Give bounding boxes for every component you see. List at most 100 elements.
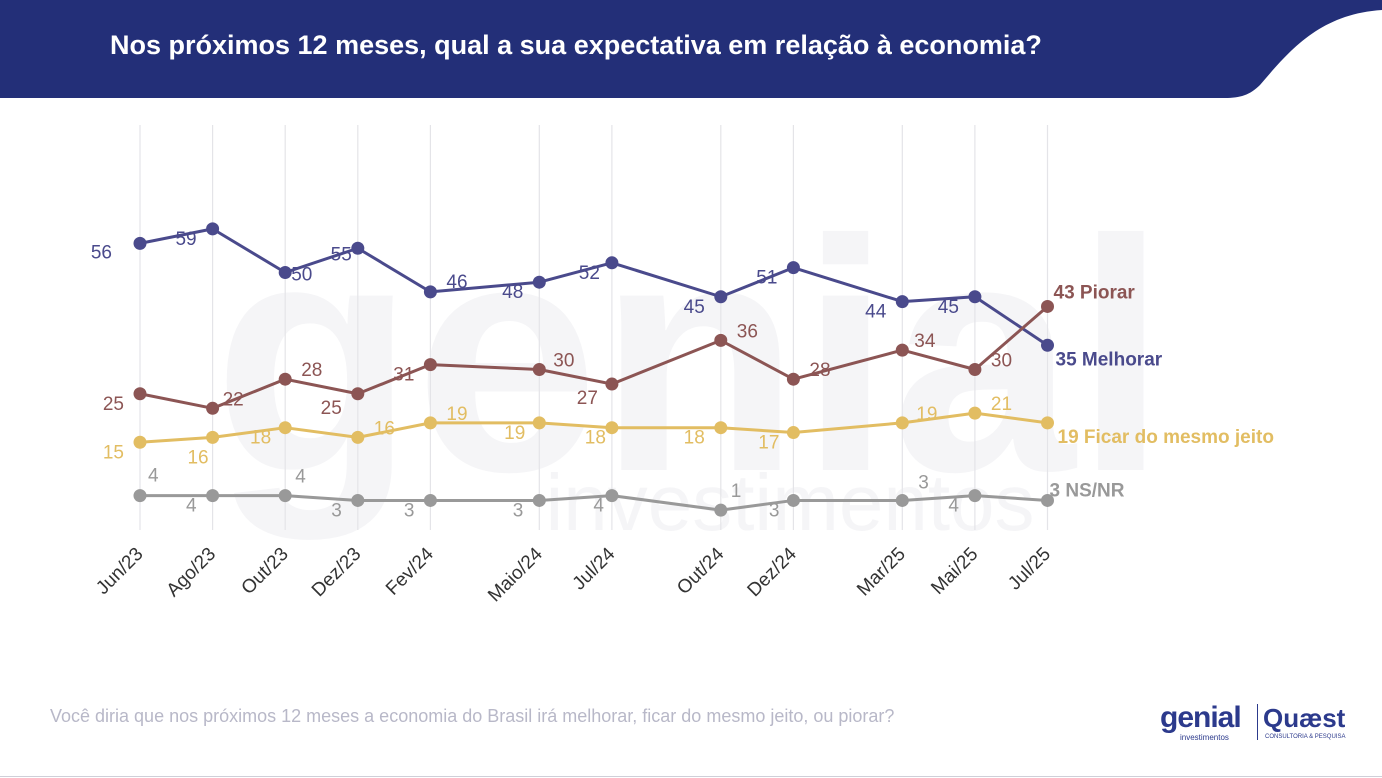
- data-point-melhorar: [714, 290, 728, 304]
- page-title: Nos próximos 12 meses, qual a sua expect…: [110, 30, 1042, 60]
- data-label-melhorar: 56: [91, 242, 112, 263]
- data-label-melhorar: 51: [756, 268, 777, 289]
- data-point-mesmo-jeito: [532, 416, 546, 430]
- data-label-piorar: 36: [737, 321, 758, 342]
- data-label-nsnr: 3: [918, 472, 929, 493]
- data-point-melhorar: [423, 285, 437, 299]
- quaest-logo-sub: CONSULTORIA & PESQUISA: [1265, 734, 1346, 740]
- data-label-melhorar: 48: [502, 282, 523, 303]
- data-point-piorar: [895, 343, 909, 357]
- data-label-nsnr: 4: [186, 496, 197, 517]
- data-point-nsnr: [605, 489, 619, 503]
- data-label-piorar: 30: [991, 351, 1012, 372]
- x-tick-label: Dez/24: [744, 543, 802, 601]
- data-label-piorar: 30: [553, 351, 574, 372]
- data-point-mesmo-jeito: [278, 421, 292, 435]
- data-point-nsnr: [278, 489, 292, 503]
- data-point-mesmo-jeito: [968, 406, 982, 420]
- data-label-nsnr: 4: [148, 466, 159, 487]
- x-tick-label: Ago/23: [163, 544, 220, 601]
- x-tick-label: Mar/25: [853, 544, 910, 601]
- data-point-piorar: [786, 372, 800, 386]
- data-label-mesmo-jeito: 19: [446, 404, 467, 425]
- data-label-mesmo-jeito: 21: [991, 394, 1012, 415]
- data-point-mesmo-jeito: [605, 421, 619, 435]
- data-point-mesmo-jeito: [1041, 416, 1054, 430]
- data-point-mesmo-jeito: [206, 430, 220, 444]
- series-line-mesmo-jeito: [139, 411, 1048, 444]
- data-point-nsnr: [206, 489, 220, 503]
- data-label-melhorar: 50: [291, 265, 312, 286]
- x-tick-label: Maio/24: [484, 543, 547, 606]
- data-point-nsnr: [351, 493, 365, 507]
- data-point-piorar: [133, 387, 147, 401]
- header-background: [0, 0, 1382, 98]
- line-chart: genial investimentos 56 59 50 55 46 48 52 45 51 4…: [91, 125, 1274, 606]
- x-tick-label: Out/24: [673, 543, 728, 598]
- data-label-melhorar: 45: [938, 297, 959, 318]
- data-point-melhorar: [786, 261, 800, 275]
- data-label-melhorar: 59: [175, 229, 196, 250]
- data-label-nsnr: 4: [295, 467, 306, 488]
- genial-logo-sub: investimentos: [1180, 733, 1229, 742]
- data-label-nsnr: 3: [404, 500, 415, 521]
- data-point-piorar: [605, 377, 619, 391]
- genial-logo-word: genial: [1160, 701, 1242, 734]
- data-label-nsnr: 3: [769, 500, 780, 521]
- data-point-melhorar: [605, 256, 619, 270]
- data-label-melhorar: 46: [446, 272, 467, 293]
- data-label-melhorar: 44: [865, 302, 887, 323]
- data-point-piorar: [278, 372, 292, 386]
- data-point-piorar: [351, 387, 365, 401]
- watermark-main: genial: [213, 171, 1167, 542]
- data-label-mesmo-jeito: 16: [187, 447, 208, 468]
- x-tick-label: Mai/25: [927, 544, 982, 599]
- data-point-melhorar: [532, 275, 546, 289]
- data-label-nsnr: 3: [513, 500, 524, 521]
- data-point-nsnr: [786, 493, 800, 507]
- data-label-mesmo-jeito: 19: [504, 423, 525, 444]
- x-tick-label: Dez/23: [308, 544, 365, 601]
- data-label-piorar: 25: [103, 394, 124, 415]
- header-banner: Nos próximos 12 meses, qual a sua expect…: [0, 0, 1382, 100]
- data-point-nsnr: [895, 493, 909, 507]
- data-label-piorar: 31: [393, 365, 414, 386]
- data-point-mesmo-jeito: [133, 435, 147, 449]
- x-axis-ticks: Jun/23 Ago/23 Out/23 Dez/23 Fev/24 Maio/24 Jul…: [92, 543, 1055, 606]
- data-label-piorar: 22: [223, 389, 244, 410]
- data-label-nsnr: 1: [731, 481, 742, 502]
- data-label-mesmo-jeito: 17: [758, 433, 779, 454]
- data-point-mesmo-jeito: [786, 426, 800, 440]
- data-point-nsnr: [133, 489, 147, 503]
- data-point-melhorar: [278, 266, 292, 279]
- data-label-mesmo-jeito: 15: [103, 442, 124, 463]
- quaest-logo-word: Quæst: [1263, 703, 1346, 733]
- data-label-mesmo-jeito: 19: [916, 404, 937, 425]
- data-label-mesmo-jeito: 18: [250, 428, 271, 449]
- genial-logo-icon: genial investimentos: [1160, 703, 1252, 743]
- data-label-piorar: 28: [301, 360, 322, 381]
- data-label-melhorar: 55: [331, 244, 352, 265]
- bottom-divider: [0, 776, 1382, 777]
- data-label-piorar: 28: [809, 360, 830, 381]
- data-point-mesmo-jeito: [351, 430, 365, 444]
- data-label-mesmo-jeito: 16: [374, 418, 395, 439]
- data-point-piorar: [1041, 299, 1054, 313]
- data-point-piorar: [423, 358, 437, 372]
- gridlines: [139, 125, 1049, 530]
- data-point-melhorar: [895, 295, 909, 309]
- data-point-nsnr: [532, 493, 546, 507]
- series-end-label-mesmo-jeito: 19 Ficar do mesmo jeito: [1058, 427, 1274, 448]
- series-lines: [139, 227, 1049, 512]
- series-line-piorar: [139, 305, 1049, 410]
- data-point-melhorar: [351, 241, 365, 255]
- data-point-melhorar: [968, 290, 982, 304]
- data-points: [133, 222, 1054, 517]
- data-point-mesmo-jeito: [895, 416, 909, 430]
- data-label-mesmo-jeito: 18: [585, 428, 606, 449]
- series-line-melhorar: [139, 227, 1049, 347]
- quaest-logo-icon: Quæst CONSULTORIA & PESQUISA: [1263, 703, 1353, 743]
- data-point-melhorar: [133, 236, 147, 250]
- data-label-piorar: 27: [577, 388, 598, 409]
